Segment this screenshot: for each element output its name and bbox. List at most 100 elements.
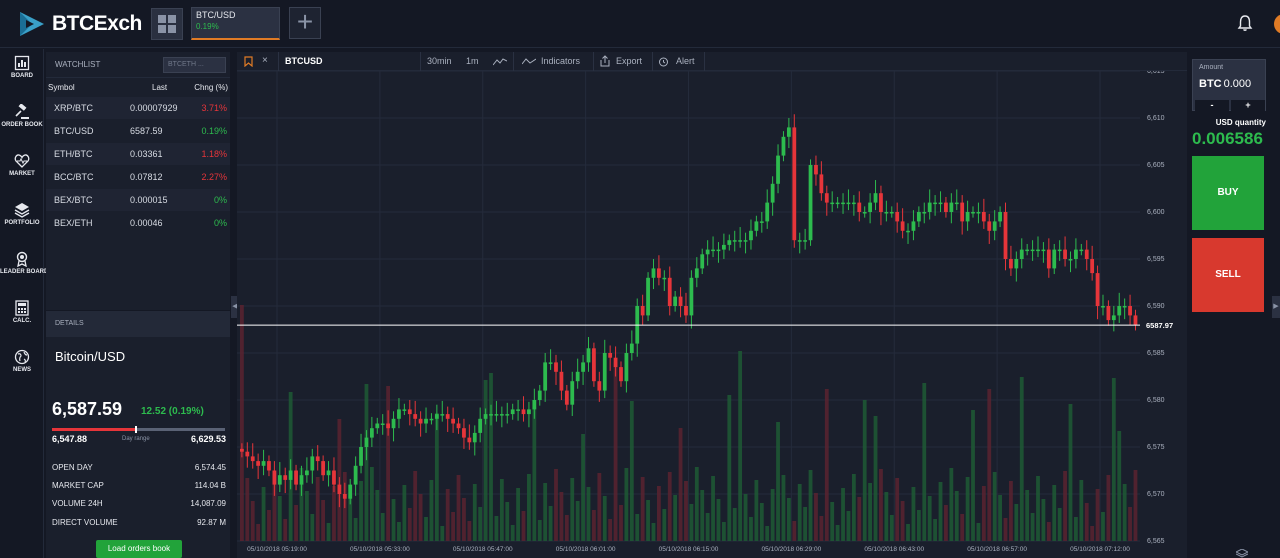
plus-icon: + (296, 6, 314, 37)
candle-body (960, 202, 965, 222)
details-title: Bitcoin/USD (55, 349, 126, 364)
volume-bar (700, 490, 705, 541)
nav-item-calc[interactable]: CALC. (0, 294, 44, 342)
volume-bar (738, 351, 743, 541)
watchlist-row[interactable]: BTC/USD 6587.59 0.19% (46, 120, 230, 142)
indicators-button[interactable]: Indicators (541, 56, 581, 66)
volume-bar (803, 507, 808, 541)
nav-item-order-book[interactable]: ORDER BOOK (0, 98, 44, 146)
layers-icon[interactable] (1236, 549, 1248, 558)
nav-item-leader-board[interactable]: LEADER BOARD (0, 245, 48, 293)
day-range-marker (135, 426, 137, 433)
volume-bar (554, 469, 558, 541)
price-chart[interactable]: 6,615 6,610 6,605 6,600 6,595 6,590 6,585 6,580… (237, 71, 1187, 558)
alert-button[interactable]: Alert (676, 56, 695, 66)
watchlist-row[interactable]: BCC/BTC 0.07812 2.27% (46, 166, 230, 188)
candle-body (570, 381, 575, 405)
chart-type-icon[interactable] (493, 57, 507, 66)
buy-button[interactable]: BUY (1192, 156, 1264, 230)
nav-item-board[interactable]: BOARD (0, 49, 44, 97)
volume-bar (483, 380, 488, 541)
export-button[interactable]: Export (616, 56, 643, 66)
y-tick-label: 6,565 (1147, 538, 1165, 545)
candle-body (667, 277, 672, 306)
candle-body (1009, 259, 1013, 269)
close-icon[interactable]: × (262, 55, 268, 66)
amount-increment-button[interactable]: + (1231, 100, 1265, 112)
volume-bar (277, 496, 282, 541)
candle-body (326, 470, 331, 476)
layout-grid-button[interactable] (151, 8, 183, 40)
candle-body (559, 371, 564, 391)
watchlist-row[interactable]: XRP/BTC 0.00007929 3.71% (46, 97, 230, 119)
candle-body (981, 212, 986, 222)
volume-bar (256, 524, 261, 541)
volume-bar (364, 384, 369, 541)
nav-label: NEWS (13, 367, 31, 373)
volume-bar (1030, 513, 1035, 541)
stat-row: MARKET CAP 114.04 B (46, 477, 230, 495)
volume-bar (689, 504, 694, 541)
watchlist-row[interactable]: ETH/BTC 0.03361 1.18% (46, 143, 230, 165)
toolbar-divider (704, 52, 705, 71)
bell-icon[interactable] (1237, 14, 1253, 32)
volume-bar (873, 416, 878, 541)
load-orders-book-button[interactable]: Load orders book (96, 540, 182, 558)
volume-bar (1079, 480, 1084, 541)
chart-symbol[interactable]: BTCUSD (285, 56, 323, 66)
volume-bar (1036, 476, 1040, 541)
candle-body (342, 494, 347, 499)
candle-body (1014, 259, 1019, 269)
gavel-icon (15, 104, 29, 119)
candle-body (1041, 249, 1046, 252)
volume-bar (516, 488, 520, 541)
candle-body (765, 202, 770, 222)
watchlist-row[interactable]: BEX/BTC 0.000015 0% (46, 189, 230, 211)
volume-bar (971, 410, 975, 541)
candle-body (402, 409, 407, 411)
avatar[interactable] (1274, 14, 1280, 34)
candle-body (505, 414, 510, 416)
interval-1m-button[interactable]: 1m (466, 56, 479, 66)
nav-item-market[interactable]: MARKET (0, 147, 44, 195)
column-header-change[interactable]: Chng (%) (194, 83, 228, 92)
volume-bar (602, 496, 607, 541)
collapse-right-handle[interactable]: ▶ (1272, 296, 1280, 318)
bookmark-icon[interactable] (244, 56, 253, 67)
volume-bar (1090, 526, 1095, 541)
nav-item-portfolio[interactable]: PORTFOLIO (0, 196, 44, 244)
candle-body (933, 202, 937, 205)
column-header-symbol[interactable]: Symbol (48, 83, 75, 92)
candle-body (1084, 249, 1089, 259)
watchlist-row[interactable]: BEX/ETH 0.00046 0% (46, 212, 230, 234)
stat-key: OPEN DAY (52, 463, 93, 472)
pair-tab-btc-usd[interactable]: BTC/USD 0.19% (191, 7, 280, 40)
collapse-left-handle[interactable]: ◀ (231, 296, 239, 318)
volume-bar (732, 508, 737, 541)
amount-decrement-button[interactable]: - (1195, 100, 1229, 112)
nav-label: PORTFOLIO (4, 220, 40, 226)
nav-item-news[interactable]: NEWS (0, 343, 44, 391)
candle-body (521, 409, 526, 415)
column-header-last[interactable]: Last (152, 83, 168, 92)
amount-input[interactable]: BTC 0.000 (1199, 78, 1265, 90)
volume-bar (1014, 504, 1019, 541)
volume-bar (1009, 481, 1013, 541)
candle-body (846, 202, 851, 205)
x-tick-label: 05/10/2018 06:01:00 (556, 546, 616, 553)
volume-bar (624, 468, 629, 541)
watchlist-search-input[interactable]: BTCETH ... (163, 57, 226, 73)
volume-bar (954, 491, 959, 541)
interval-30min-button[interactable]: 30min (427, 56, 452, 66)
volume-bar (678, 428, 683, 541)
candle-body (586, 348, 591, 363)
volume-bar (629, 401, 634, 541)
candle-body (575, 371, 580, 382)
candle-body (851, 202, 856, 205)
stat-value: 14,087.09 (190, 499, 226, 508)
watchlist-header: WATCHLIST BTCETH ... (46, 52, 230, 78)
sell-button[interactable]: SELL (1192, 238, 1264, 312)
candle-body (440, 414, 445, 416)
candle-body (353, 465, 358, 485)
add-tab-button[interactable]: + (289, 7, 321, 39)
